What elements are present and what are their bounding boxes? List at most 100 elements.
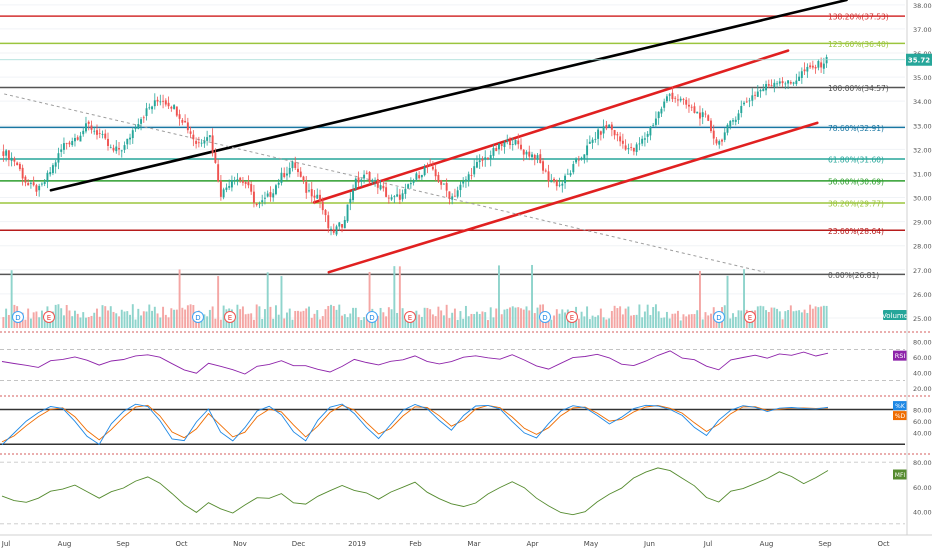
candle [756, 85, 759, 98]
candle [195, 137, 198, 149]
candle-body [214, 152, 217, 163]
candle [308, 183, 310, 193]
candle [13, 156, 16, 167]
candle [175, 106, 178, 118]
time-tick-label: Aug [58, 540, 72, 548]
volume-bar [173, 309, 176, 328]
candle [486, 156, 489, 161]
candle [148, 103, 151, 110]
volume-bar [327, 305, 330, 328]
candle [693, 102, 696, 114]
candle-body [294, 162, 297, 168]
volume-bar [120, 309, 123, 328]
candle-body [726, 124, 729, 133]
candle-body [608, 124, 611, 128]
candle-body [676, 99, 679, 101]
volume-bar [109, 306, 112, 328]
candle [759, 88, 762, 98]
candle [539, 149, 542, 164]
volume-bar [671, 313, 674, 328]
volume-bar [784, 311, 787, 328]
candle [247, 175, 250, 189]
volume-badge [883, 310, 907, 320]
candle [536, 152, 539, 164]
candle [699, 105, 701, 126]
volume-bar [387, 307, 390, 328]
volume-bar [277, 314, 280, 328]
time-tick-label: May [584, 540, 598, 548]
volume-bar [641, 317, 644, 328]
volume-bar [85, 317, 87, 328]
candle-body [255, 203, 258, 206]
candle-body [151, 106, 154, 110]
candle [206, 130, 209, 146]
volume-bar [349, 313, 352, 328]
candle [2, 144, 5, 162]
candle-body [269, 192, 272, 197]
candle-body [740, 105, 743, 114]
candle [98, 128, 101, 139]
volume-bar [294, 310, 297, 328]
candle-body [426, 165, 429, 167]
candle [811, 60, 814, 70]
candle [263, 191, 266, 205]
candle [164, 98, 167, 107]
dashed-trend-line [4, 93, 765, 273]
volume-bar [313, 313, 316, 328]
grid [0, 4, 905, 319]
volume-bar [79, 317, 82, 328]
candle [420, 174, 423, 181]
candle-body [561, 183, 564, 186]
volume-bar [825, 305, 828, 328]
candle-body [470, 175, 473, 176]
candle [134, 124, 137, 132]
candle [7, 149, 10, 167]
volume-bar [184, 309, 187, 328]
candle [566, 168, 569, 175]
candle-body [62, 143, 65, 150]
candle [663, 98, 666, 112]
volume-bar [679, 320, 682, 328]
volume-bar [822, 305, 825, 328]
volume-bar [27, 308, 30, 328]
volume-bar [453, 308, 456, 328]
candle-body [803, 69, 806, 72]
volume-bar [96, 308, 98, 328]
volume-bar [533, 313, 536, 328]
volume-bar [87, 316, 90, 328]
volume-bar [798, 310, 801, 328]
candle-body [98, 133, 101, 134]
candle-body [506, 139, 509, 142]
rsi-line [1, 350, 829, 375]
volume-bar [390, 309, 393, 328]
candle-body [415, 173, 418, 180]
candle [71, 137, 74, 147]
candle-body [555, 180, 558, 187]
volume-bar [38, 317, 41, 328]
candle-body [123, 145, 126, 150]
volume-bar [547, 318, 550, 328]
candle [354, 177, 357, 191]
candle [385, 182, 388, 198]
candle [173, 104, 176, 110]
candle-body [654, 118, 657, 125]
volume-bar [743, 269, 745, 328]
price-tick-label: 31.00 [913, 170, 932, 178]
candle-body [445, 183, 448, 191]
stoch-k-badge [893, 401, 907, 411]
price-tick-label: 26.00 [913, 291, 932, 299]
rsi-tick-label: 20.00 [913, 385, 932, 393]
candle [261, 194, 264, 207]
candle [627, 143, 630, 155]
candle [343, 216, 346, 229]
candle-body [164, 100, 167, 105]
candle-body [627, 148, 630, 150]
candle [252, 184, 255, 208]
candle-body [82, 130, 85, 135]
volume-bar [701, 319, 704, 328]
stoch-tick-label: 60.00 [913, 418, 932, 426]
candle-body [412, 180, 415, 183]
event-marker [224, 311, 236, 323]
volume-bar [448, 318, 451, 328]
